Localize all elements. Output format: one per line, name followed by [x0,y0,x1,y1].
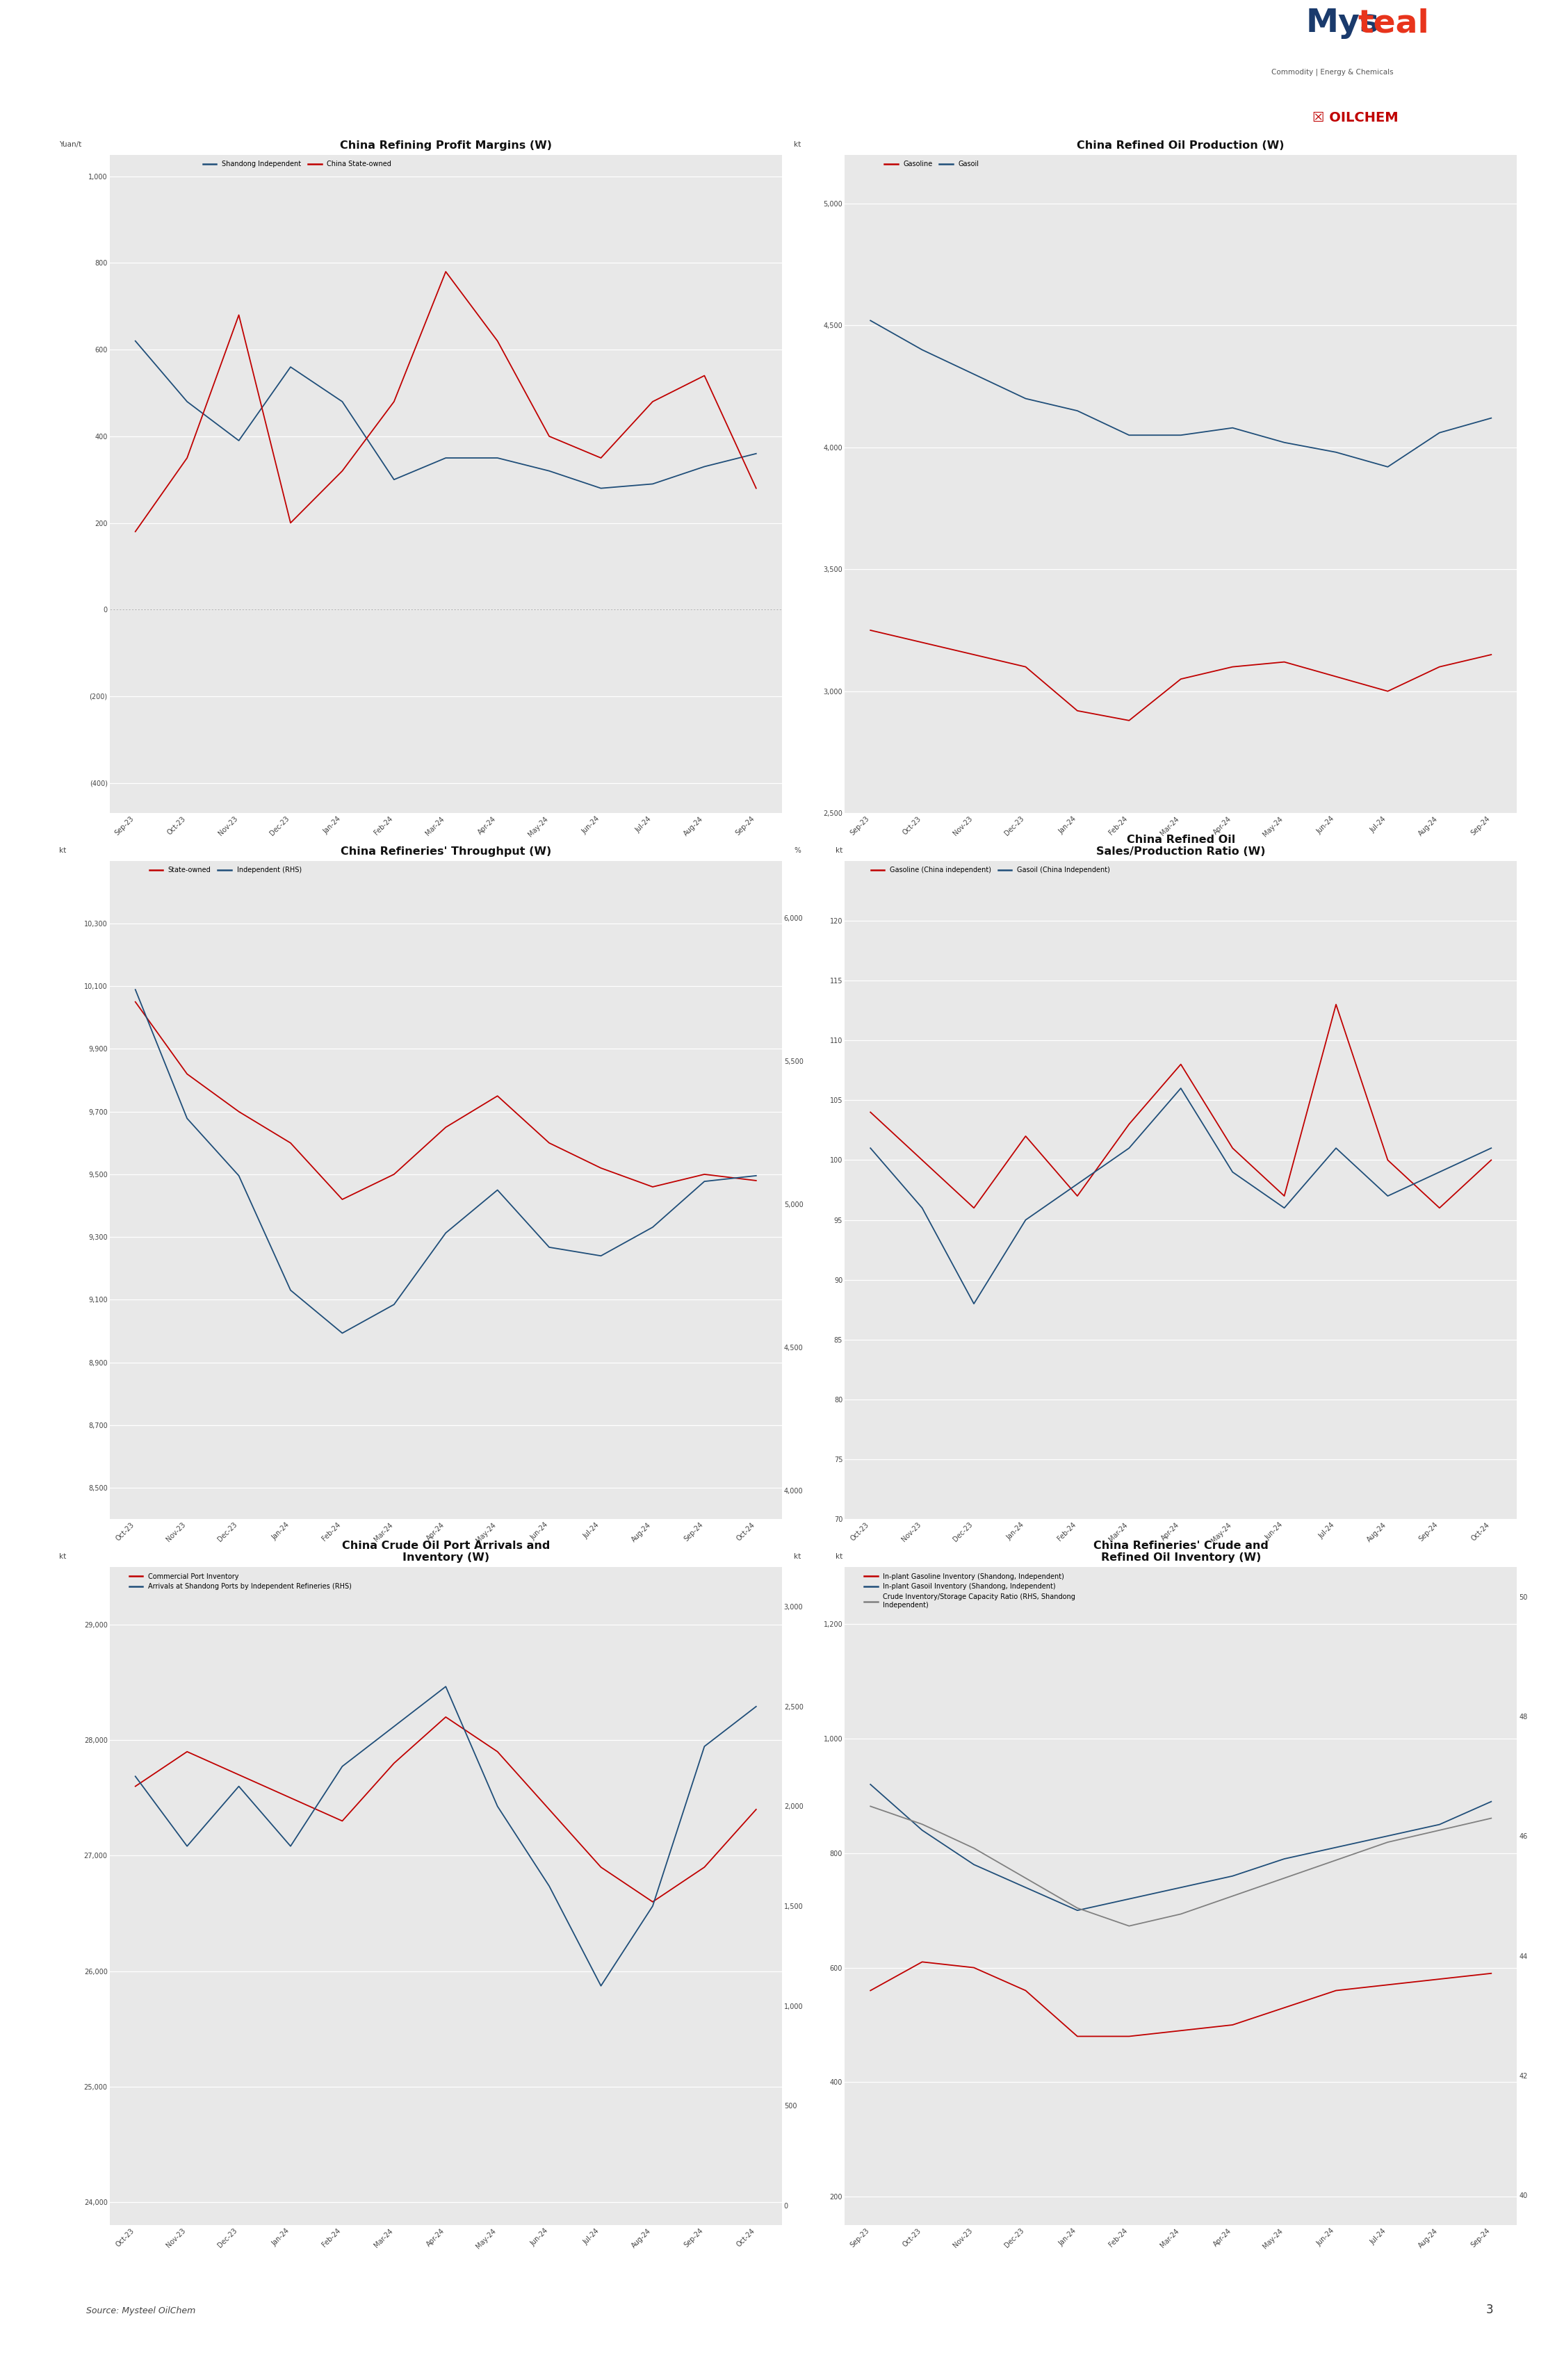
Text: kt: kt [59,1554,66,1561]
Text: kt: kt [795,1554,801,1561]
Text: kt: kt [835,847,843,854]
Legend: State-owned, Independent (RHS): State-owned, Independent (RHS) [147,864,303,876]
Text: kt: kt [795,140,801,148]
Text: Mys: Mys [1306,7,1379,38]
Legend: In-plant Gasoline Inventory (Shandong, Independent), In-plant Gasoil Inventory (: In-plant Gasoline Inventory (Shandong, I… [862,1571,1078,1611]
Legend: Gasoline (China independent), Gasoil (China Independent): Gasoline (China independent), Gasoil (Ch… [868,864,1112,876]
Legend: Commercial Port Inventory, Arrivals at Shandong Ports by Independent Refineries : Commercial Port Inventory, Arrivals at S… [127,1571,353,1592]
Title: China Refined Oil
Sales/Production Ratio (W): China Refined Oil Sales/Production Ratio… [1096,835,1265,857]
Title: China Refined Oil Production (W): China Refined Oil Production (W) [1078,140,1284,150]
Title: China Refining Profit Margins (W): China Refining Profit Margins (W) [339,140,552,150]
Legend: Gasoline, Gasoil: Gasoline, Gasoil [882,157,982,171]
Text: kt: kt [835,1554,843,1561]
Text: kt: kt [59,847,66,854]
Text: teal: teal [1358,7,1429,38]
Text: Yuan/t: Yuan/t [59,140,81,148]
Text: ☒ OILCHEM: ☒ OILCHEM [1312,112,1398,124]
Title: China Refineries' Crude and
Refined Oil Inventory (W): China Refineries' Crude and Refined Oil … [1093,1540,1268,1564]
Text: %: % [795,847,801,854]
Text: Source: Mysteel OilChem: Source: Mysteel OilChem [86,2306,196,2316]
Title: China Refineries' Throughput (W): China Refineries' Throughput (W) [341,847,551,857]
Text: Commodity | Energy & Chemicals: Commodity | Energy & Chemicals [1272,69,1394,76]
Legend: Shandong Independent, China State-owned: Shandong Independent, China State-owned [200,157,394,171]
Title: China Crude Oil Port Arrivals and
Inventory (W): China Crude Oil Port Arrivals and Invent… [341,1540,551,1564]
Text: 3: 3 [1486,2304,1494,2316]
